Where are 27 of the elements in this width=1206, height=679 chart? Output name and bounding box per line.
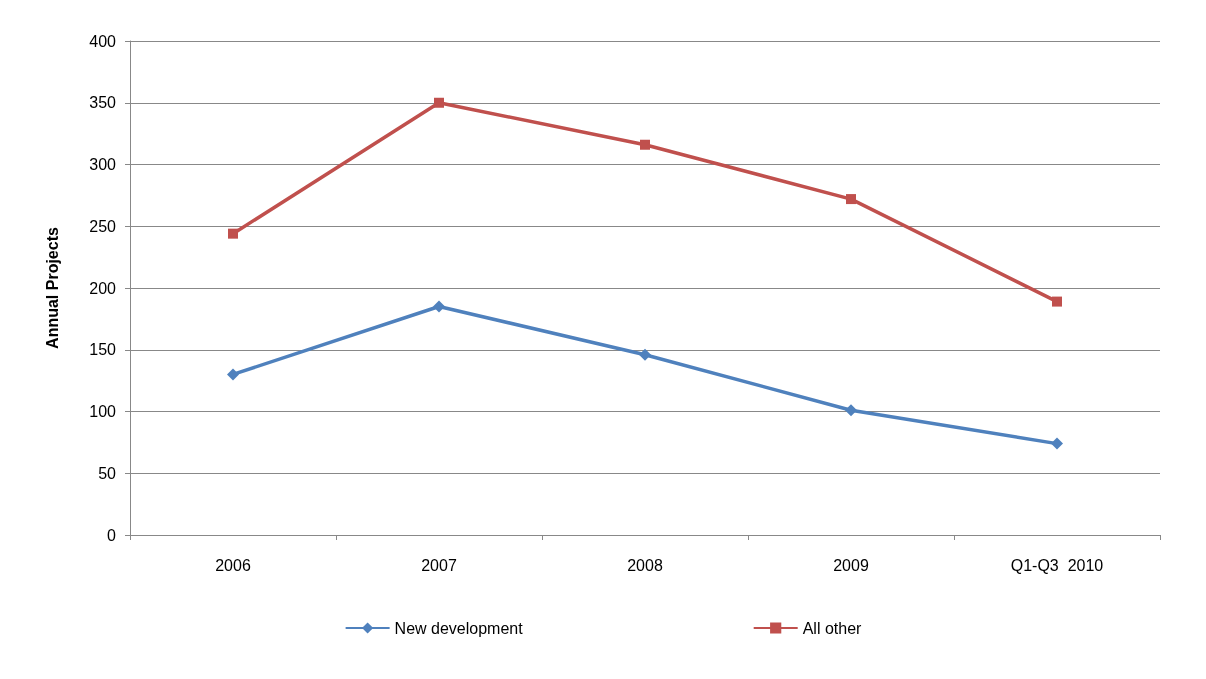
y-axis-title: Annual Projects xyxy=(43,227,61,349)
y-tick-label: 250 xyxy=(89,217,117,235)
y-tick-label: 0 xyxy=(107,526,117,544)
point xyxy=(846,194,856,205)
y-tick-label: 100 xyxy=(89,403,117,420)
x-tick-label: 2007 xyxy=(421,556,457,574)
y-tick-label: 350 xyxy=(89,94,117,112)
y-tick-label: 150 xyxy=(89,341,117,359)
point xyxy=(227,368,239,381)
y-tick-label: 200 xyxy=(89,279,117,297)
legend-label: New development xyxy=(394,619,524,637)
point xyxy=(640,139,650,150)
y-tick-label: 300 xyxy=(89,156,117,173)
y-tick-label: 400 xyxy=(89,32,117,50)
legend-label: All other xyxy=(802,619,863,637)
x-tick-label: 2009 xyxy=(833,556,869,574)
point xyxy=(228,228,238,239)
x-tick-label: 2006 xyxy=(215,556,251,574)
point xyxy=(1051,437,1063,450)
point xyxy=(1052,296,1062,307)
x-tick-label: Q1-Q3 2010 xyxy=(1010,556,1104,574)
y-tick-label: 50 xyxy=(98,464,117,482)
x-tick-label: 2008 xyxy=(627,556,663,574)
point xyxy=(433,300,445,313)
point xyxy=(434,97,444,108)
point xyxy=(639,348,651,361)
point xyxy=(845,404,857,417)
